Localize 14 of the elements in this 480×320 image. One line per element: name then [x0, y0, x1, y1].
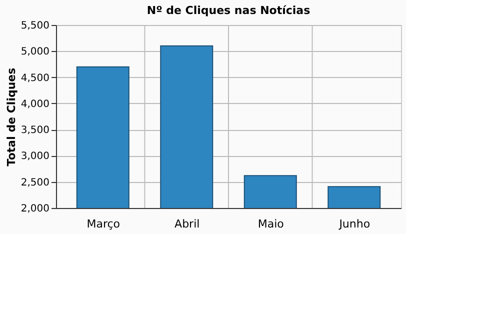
y-tick-label: 3,000	[20, 151, 50, 162]
x-tick-label: Março	[86, 218, 120, 230]
y-tick-label: 2,000	[20, 204, 50, 214]
x-tick-label: Maio	[258, 218, 284, 230]
x-tick-label: Junho	[338, 218, 370, 230]
y-tick-label: 4,500	[20, 72, 50, 84]
y-tick-label: 3,500	[20, 125, 50, 136]
y-tick-label: 4,000	[20, 98, 50, 110]
y-axis-title: Total de Cliques	[4, 67, 18, 166]
chart-title: Nº de Cliques nas Notícias	[146, 4, 311, 17]
y-tick-label: 5,500	[20, 20, 50, 32]
y-tick-label: 2,500	[20, 177, 50, 188]
x-tick-label: Abril	[174, 218, 200, 230]
y-tick-label: 5,000	[20, 46, 50, 58]
